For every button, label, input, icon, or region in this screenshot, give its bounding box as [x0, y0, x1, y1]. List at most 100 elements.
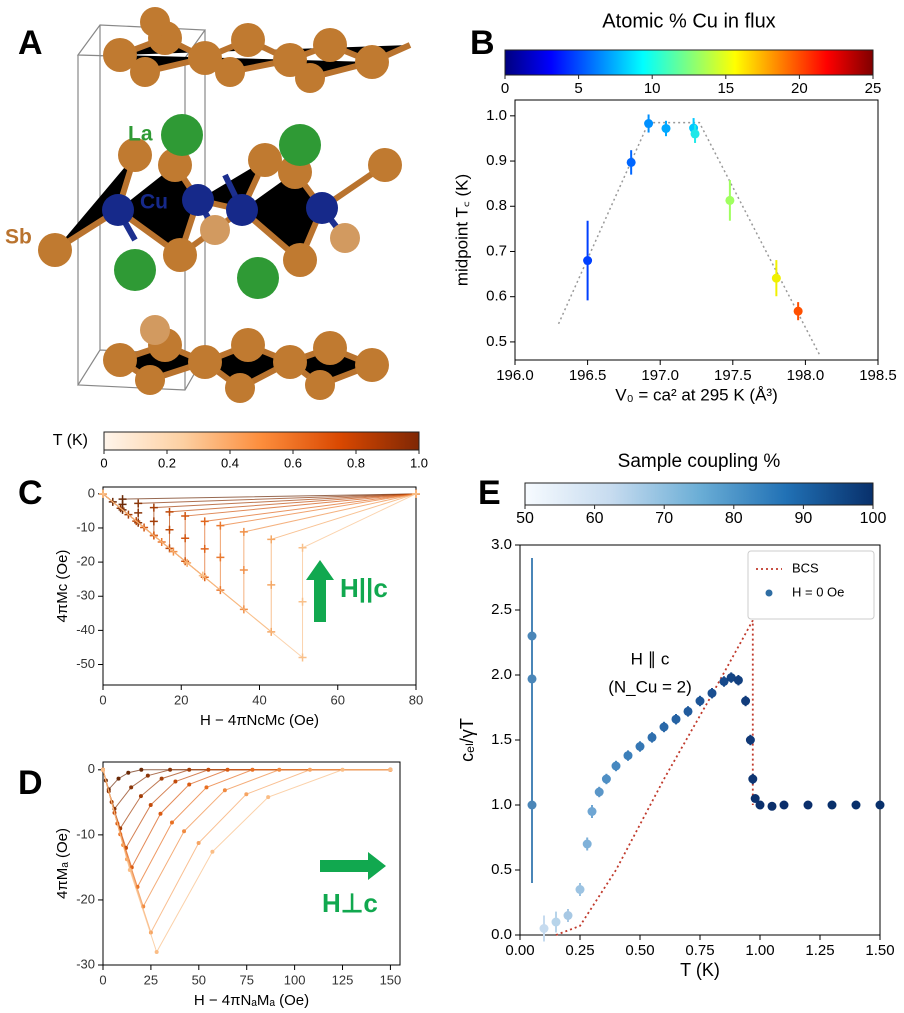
data-point — [767, 801, 777, 811]
panel-letter: E — [478, 474, 501, 512]
data-point — [803, 800, 813, 810]
y-tick-label: 1.0 — [486, 107, 507, 124]
y-tick-label: 0.0 — [491, 926, 512, 943]
annotation: H⊥c — [322, 888, 378, 918]
data-point — [725, 195, 735, 205]
y-tick-label: 0.9 — [486, 152, 507, 169]
y-tick-label: -30 — [76, 588, 95, 603]
x-tick-label: 198.5 — [859, 367, 897, 384]
data-point — [239, 527, 248, 536]
y-tick-label: 0 — [88, 761, 95, 776]
data-point — [200, 544, 209, 553]
panel-letter: A — [18, 24, 43, 62]
la-atoms — [114, 114, 321, 299]
legend-box — [747, 550, 875, 620]
annotation: H||c — [340, 573, 388, 603]
colorbar-tick-label: 5 — [574, 80, 582, 97]
data-point — [563, 911, 573, 920]
data-point — [187, 782, 192, 787]
data-point — [187, 767, 192, 772]
y-tick-label: 0.5 — [486, 333, 507, 350]
data-point — [755, 800, 765, 810]
atom-label: Cu — [140, 191, 168, 214]
data-point — [793, 306, 803, 316]
colorbar-tick-label: 0 — [501, 80, 509, 97]
data-line — [557, 121, 821, 356]
data-point — [165, 525, 174, 534]
x-axis-label: H − 4πNcMc (Oe) — [200, 712, 319, 729]
legend-label: BCS — [792, 560, 819, 575]
data-point — [827, 800, 837, 810]
data-line — [102, 769, 391, 830]
y-axis-label: cₑₗ/γT — [457, 718, 477, 762]
data-point — [267, 580, 276, 589]
colorbar-tick-label: 0.6 — [284, 455, 302, 470]
colorbar-tick-label: 80 — [725, 510, 743, 527]
data-point — [647, 732, 657, 742]
sb-atoms — [38, 7, 402, 403]
data-point — [741, 696, 751, 706]
x-tick-label: 1.00 — [745, 942, 774, 959]
data-point — [126, 770, 131, 775]
data-point — [181, 512, 190, 521]
colorbar-tick-label: 0 — [100, 455, 107, 470]
data-point — [139, 767, 144, 772]
data-point — [204, 785, 209, 790]
data-point — [388, 767, 393, 772]
data-point — [583, 256, 593, 266]
data-point — [210, 849, 215, 854]
colorbar — [504, 49, 874, 76]
atom-label: La — [128, 123, 153, 146]
colorbar-tick-label: 10 — [644, 80, 661, 97]
x-tick-label: 40 — [252, 692, 266, 707]
colorbar-tick-label: 50 — [516, 510, 534, 527]
data-point — [173, 779, 178, 784]
y-tick-label: -20 — [76, 554, 95, 569]
x-tick-label: 0.50 — [625, 942, 654, 959]
data-point — [527, 631, 537, 641]
data-point — [165, 507, 174, 516]
x-tick-label: 0 — [99, 692, 106, 707]
colorbar-title: Sample coupling % — [618, 451, 781, 472]
data-point — [683, 706, 693, 716]
data-point — [635, 742, 645, 751]
y-tick-label: 0 — [88, 485, 95, 500]
data-point — [216, 553, 225, 562]
x-axis-label: V₀ = ca² at 295 K (Å³) — [615, 385, 777, 404]
data-point — [298, 543, 307, 552]
y-tick-label: -10 — [76, 519, 95, 534]
colorbar-tick-label: 20 — [791, 80, 808, 97]
legend-swatch — [765, 589, 773, 597]
axes-frame — [514, 99, 879, 361]
data-point — [169, 820, 174, 825]
data-point — [745, 735, 755, 745]
x-tick-label: 197.5 — [714, 367, 752, 384]
data-point — [582, 839, 592, 849]
y-axis-label: 4πMc (Oe) — [54, 550, 71, 623]
data-point — [99, 489, 107, 498]
y-tick-label: -20 — [76, 891, 95, 906]
data-point — [851, 800, 861, 810]
data-point — [159, 776, 164, 781]
data-point — [101, 767, 105, 772]
data-point — [594, 787, 604, 797]
data-point — [118, 495, 127, 504]
y-tick-label: 1.0 — [491, 796, 512, 813]
data-point — [707, 688, 717, 698]
data-point — [181, 534, 190, 543]
data-point — [198, 571, 207, 580]
x-tick-label: 0 — [99, 972, 106, 987]
y-axis-label: midpoint T꜀ (K) — [452, 174, 471, 286]
x-tick-label: 198.0 — [787, 367, 825, 384]
colorbar-tick-label: 90 — [795, 510, 813, 527]
data-point — [158, 811, 163, 816]
colorbar-title: T (K) — [53, 432, 88, 449]
y-tick-label: -10 — [76, 826, 95, 841]
data-point — [134, 508, 143, 517]
data-point — [771, 273, 781, 283]
data-point — [222, 788, 227, 793]
data-point — [527, 674, 537, 684]
data-point — [748, 774, 758, 784]
data-point — [116, 776, 121, 781]
colorbar-tick-label: 15 — [717, 80, 734, 97]
